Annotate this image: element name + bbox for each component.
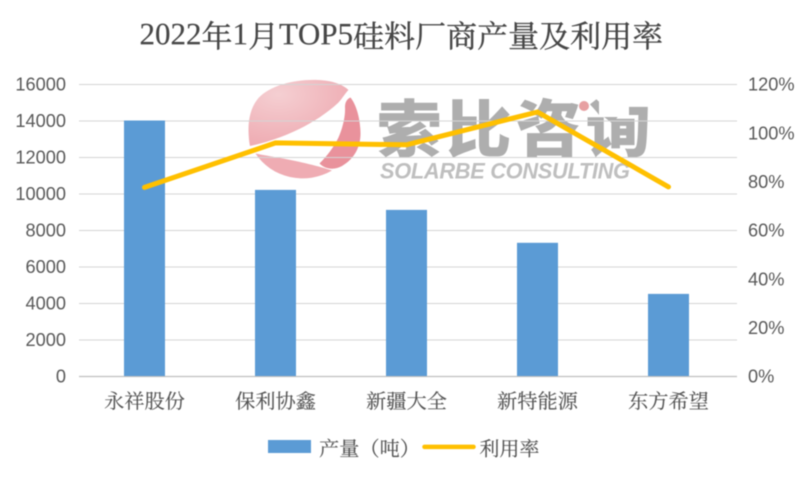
svg-text:8000: 8000: [26, 221, 66, 241]
svg-text:60%: 60%: [748, 221, 784, 241]
svg-text:SOLARBE CONSULTING: SOLARBE CONSULTING: [380, 159, 630, 184]
svg-text:2000: 2000: [26, 330, 66, 350]
svg-text:0: 0: [56, 367, 66, 387]
svg-text:0%: 0%: [748, 367, 774, 387]
svg-text:80%: 80%: [748, 172, 784, 192]
svg-text:6000: 6000: [26, 257, 66, 277]
svg-text:100%: 100%: [748, 123, 795, 143]
svg-text:4000: 4000: [26, 294, 66, 314]
svg-text:16000: 16000: [15, 75, 66, 95]
svg-text:40%: 40%: [748, 269, 784, 289]
svg-text:14000: 14000: [15, 111, 66, 131]
svg-text:10000: 10000: [15, 184, 66, 204]
svg-text:120%: 120%: [748, 75, 795, 95]
svg-text:20%: 20%: [748, 318, 784, 338]
svg-text:12000: 12000: [15, 148, 66, 168]
